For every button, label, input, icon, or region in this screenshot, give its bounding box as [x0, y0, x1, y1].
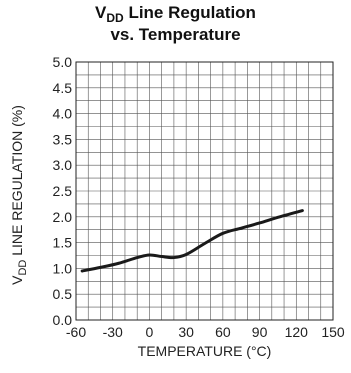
- y-tick-label: 3.0: [53, 157, 73, 173]
- y-tick-label: 0.0: [53, 312, 73, 328]
- plot-frame: [75, 61, 334, 321]
- y-tick-label: 4.5: [53, 80, 73, 96]
- x-tick-label: 60: [215, 324, 231, 340]
- y-axis-title-suffix: LINE REGULATION (%): [9, 105, 25, 260]
- y-tick-label: 1.0: [53, 260, 73, 276]
- x-tick-label: 120: [285, 324, 309, 340]
- title-subscript: DD: [106, 11, 124, 25]
- y-tick-label: 0.5: [53, 286, 73, 302]
- x-tick-label: 30: [178, 324, 194, 340]
- x-tick-label: 90: [252, 324, 268, 340]
- y-tick-label: 1.5: [53, 235, 73, 251]
- x-tick-label: -30: [103, 324, 123, 340]
- y-tick-label: 2.0: [53, 209, 73, 225]
- y-axis-title-subscript: DD: [17, 260, 29, 276]
- y-axis-ticks: 0.0 0.5 1.0 1.5 2.0 2.5 3.0 3.5 4.0 4.5 5.0: [53, 54, 73, 328]
- x-axis-title: TEMPERATURE (°C): [138, 343, 272, 359]
- chart-title-line2: vs. Temperature: [110, 25, 241, 44]
- x-tick-label: -60: [66, 324, 86, 340]
- title-suffix: Line Regulation: [123, 3, 256, 22]
- chart-title: VDD Line Regulation vs. Temperature: [0, 2, 351, 46]
- y-axis-title-prefix: V: [9, 275, 25, 285]
- y-axis-title: VDD LINE REGULATION (%): [9, 105, 29, 285]
- x-tick-label: 0: [146, 324, 154, 340]
- series-line: [80, 209, 304, 273]
- y-tick-label: 4.0: [53, 106, 73, 122]
- x-tick-label: 150: [321, 324, 345, 340]
- y-tick-label: 3.5: [53, 131, 73, 147]
- grid-lines: [75, 61, 334, 321]
- y-tick-label: 5.0: [53, 54, 73, 70]
- y-tick-label: 2.5: [53, 183, 73, 199]
- x-axis-ticks: -60 -30 0 30 60 90 120 150: [66, 324, 345, 340]
- chart-title-line1: VDD Line Regulation: [0, 2, 351, 24]
- title-prefix: V: [95, 3, 107, 22]
